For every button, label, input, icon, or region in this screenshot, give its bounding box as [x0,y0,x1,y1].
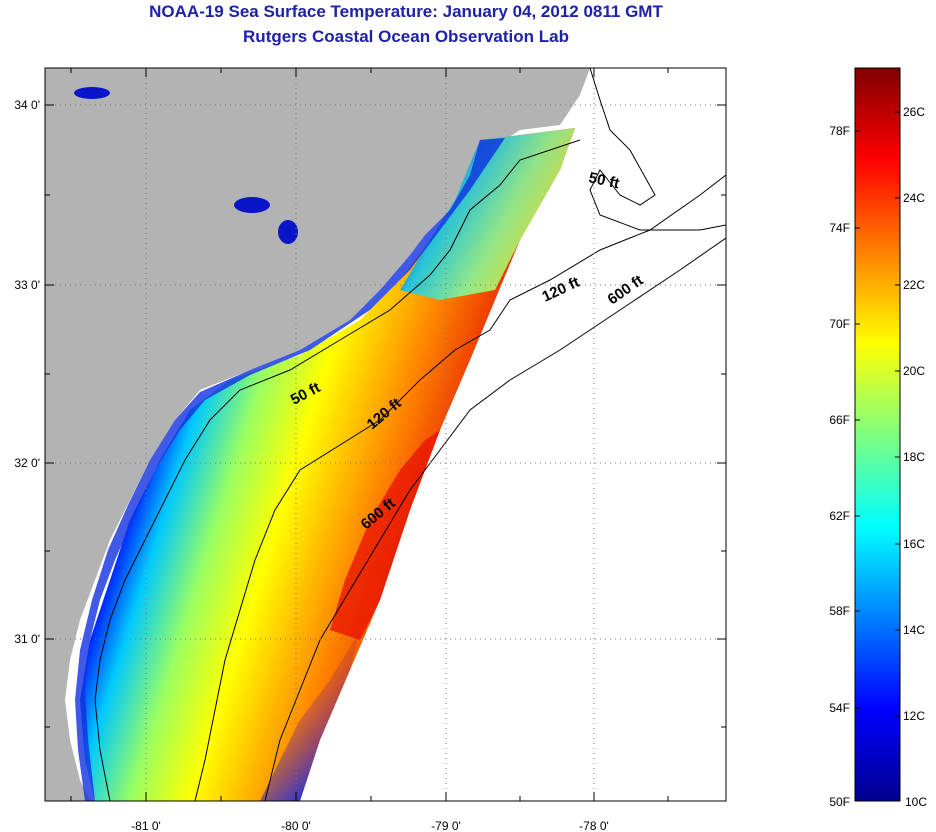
colorbar-celsius-label: 22C [903,278,925,292]
colorbar-fahrenheit-label: 50F [829,795,850,809]
latitude-tick-label: 31 0' [14,632,40,646]
latitude-tick-label: 34 0' [14,98,40,112]
isobath-50ft [94,139,581,801]
map-title: NOAA-19 Sea Surface Temperature: January… [149,2,663,21]
colorbar-fahrenheit-label: 74F [829,221,850,235]
colorbar-celsius-label: 26C [903,105,925,119]
land-area [45,68,590,801]
map-subtitle: Rutgers Coastal Ocean Observation Lab [243,27,569,46]
axis-ticks [45,68,726,801]
colorbar-celsius-label: 12C [903,709,925,723]
graticule [45,68,726,801]
sst-warm-core [330,430,440,640]
lake-feature [74,87,110,99]
colorbar-ticks [855,111,900,717]
isobath-600ft [264,237,726,801]
latitude-tick-label: 33 0' [14,278,40,292]
colorbar-celsius-label: 20C [903,364,925,378]
latitude-tick-label: 32 0' [14,456,40,470]
colorbar [854,67,901,802]
lake-feature [234,197,270,213]
longitude-tick-label: -79 0' [431,819,461,832]
map-frame [44,67,727,802]
sst-south-cold-patch [260,630,360,801]
colorbar-fahrenheit-label: 54F [829,701,850,715]
colorbar-fahrenheit-label: 58F [829,604,850,618]
colorbar-celsius-label: 10C [905,795,927,809]
lake-feature [278,220,298,244]
sst-swath-north [400,128,575,300]
colorbar-fahrenheit-label: 70F [829,317,850,331]
longitude-tick-label: -78 0' [579,819,609,832]
colorbar-celsius-label: 24C [903,191,925,205]
colorbar-fahrenheit-label: 78F [829,124,850,138]
contour-label-50ft: 50 ft [587,169,621,192]
colorbar-fahrenheit-label: 62F [829,509,850,523]
longitude-tick-label: -81 0' [131,819,161,832]
longitude-tick-label: -80 0' [281,819,311,832]
colorbar-celsius-label: 18C [903,450,925,464]
colorbar-celsius-label: 16C [903,537,925,551]
colorbar-celsius-label: 14C [903,623,925,637]
isobath-120ft [194,174,726,801]
colorbar-fahrenheit-label: 66F [829,413,850,427]
coastline [589,68,726,231]
